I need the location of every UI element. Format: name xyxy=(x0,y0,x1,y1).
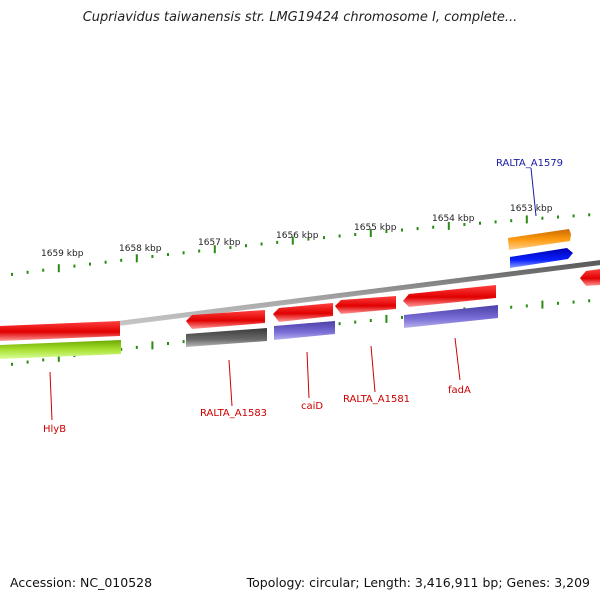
gene-right-edge-red[interactable] xyxy=(580,269,600,286)
ruler-minor-tick xyxy=(307,237,310,241)
ruler-minor-tick xyxy=(401,228,403,232)
ruler-minor-tick xyxy=(182,340,185,344)
gene-label-ralta-a1579[interactable]: RALTA_A1579 xyxy=(496,158,563,169)
ruler-minor-tick xyxy=(104,260,107,264)
ruler-major-tick xyxy=(213,245,216,254)
gene-ralta-a1579-orange[interactable] xyxy=(508,229,571,250)
ruler-minor-tick xyxy=(572,300,575,304)
ruler-label: 1654 kbp xyxy=(432,214,475,224)
ruler-minor-tick xyxy=(245,244,247,248)
ruler-minor-tick xyxy=(42,268,45,272)
gene-caid-purple[interactable] xyxy=(274,321,335,340)
ruler-minor-tick xyxy=(494,220,497,224)
gene-ralta-a1583-red[interactable] xyxy=(186,310,265,329)
ruler-minor-tick xyxy=(416,227,419,231)
ruler-minor-tick xyxy=(11,362,13,366)
ruler-minor-tick xyxy=(276,240,279,244)
ruler-major-tick xyxy=(57,264,60,273)
ruler-minor-tick xyxy=(229,246,232,249)
ruler-minor-tick xyxy=(557,215,559,219)
gene-label-ralta-a1583[interactable]: RALTA_A1583 xyxy=(200,408,267,419)
ruler-minor-tick xyxy=(338,234,341,238)
leader-line-ralta-a1583 xyxy=(228,359,233,407)
ruler-major-tick xyxy=(525,215,528,224)
ruler-minor-tick xyxy=(26,360,29,364)
genome-summary-text: Topology: circular; Length: 3,416,911 bp… xyxy=(246,575,590,590)
ruler-label: 1656 kbp xyxy=(276,231,319,241)
ruler-minor-tick xyxy=(198,249,201,253)
ruler-minor-tick xyxy=(89,262,91,266)
gene-label-ralta-a1581[interactable]: RALTA_A1581 xyxy=(343,394,410,405)
ruler-minor-tick xyxy=(510,305,513,309)
ruler-minor-tick xyxy=(463,223,466,226)
leader-line-fada xyxy=(454,337,461,381)
gene-hlyb-green[interactable] xyxy=(0,340,121,359)
ruler-minor-tick xyxy=(401,315,403,319)
ruler-label: 1659 kbp xyxy=(41,249,84,259)
gene-label-caid[interactable]: caiD xyxy=(301,401,323,412)
gene-fada-red[interactable] xyxy=(403,285,496,307)
leader-line-caid xyxy=(306,351,310,399)
ruler-minor-tick xyxy=(572,214,575,218)
ruler-minor-tick xyxy=(73,264,76,268)
gene-caid-red[interactable] xyxy=(273,303,333,322)
ruler-minor-tick xyxy=(167,253,169,257)
leader-line-hlyb xyxy=(49,371,53,421)
ruler-major-tick xyxy=(541,300,544,309)
ruler-minor-tick xyxy=(338,322,341,326)
ruler-major-tick xyxy=(369,229,372,237)
ruler-major-tick xyxy=(291,236,294,245)
ruler-major-tick xyxy=(135,254,138,263)
gene-ralta-a1579-blue[interactable] xyxy=(510,248,573,268)
ruler-major-tick xyxy=(57,353,60,362)
ruler-label: 1657 kbp xyxy=(198,238,241,248)
ruler-minor-tick xyxy=(11,272,13,276)
ruler-minor-tick xyxy=(323,236,325,240)
leader-line-ralta-a1579 xyxy=(530,167,537,217)
outer-ruler xyxy=(11,213,591,276)
ruler-minor-tick xyxy=(42,358,45,362)
ruler-minor-tick xyxy=(354,233,357,236)
ruler-minor-tick xyxy=(588,213,591,217)
ruler-minor-tick xyxy=(120,347,123,351)
map-title: Cupriavidus taiwanensis str. LMG19424 ch… xyxy=(82,10,518,25)
ruler-minor-tick xyxy=(385,230,388,233)
ruler-minor-tick xyxy=(541,216,544,220)
gene-label-fada[interactable]: fadA xyxy=(448,385,471,396)
ruler-minor-tick xyxy=(557,301,559,305)
ruler-minor-tick xyxy=(26,270,29,274)
ruler-minor-tick xyxy=(432,225,435,229)
ruler-minor-tick xyxy=(510,219,513,223)
ruler-minor-tick xyxy=(369,319,372,322)
ruler-minor-tick xyxy=(120,258,123,262)
accession-text: Accession: NC_010528 xyxy=(10,575,153,590)
ruler-minor-tick xyxy=(479,221,481,225)
gene-label-hlyb[interactable]: HlyB xyxy=(43,424,66,435)
ruler-label: 1655 kbp xyxy=(354,223,397,233)
ruler-minor-tick xyxy=(135,345,138,349)
ruler-minor-tick xyxy=(260,242,263,246)
ruler-minor-tick xyxy=(167,342,169,345)
ruler-major-tick xyxy=(151,341,154,350)
ruler-label: 1658 kbp xyxy=(119,244,162,254)
leader-line-ralta-a1581 xyxy=(370,345,376,393)
ruler-minor-tick xyxy=(182,251,185,255)
gene-ralta-a1583-gray[interactable] xyxy=(186,328,267,347)
ruler-label: 1653 kbp xyxy=(510,204,553,214)
gene-hlyb-red[interactable] xyxy=(0,321,120,341)
ruler-major-tick xyxy=(385,314,388,323)
gene-ralta-a1581-red[interactable] xyxy=(335,296,396,314)
gene-fada-purple[interactable] xyxy=(404,305,498,328)
ruler-minor-tick xyxy=(588,299,591,303)
ruler-minor-tick xyxy=(354,320,357,324)
ruler-major-tick xyxy=(447,221,450,230)
ruler-minor-tick xyxy=(525,304,528,308)
ruler-minor-tick xyxy=(151,255,154,258)
